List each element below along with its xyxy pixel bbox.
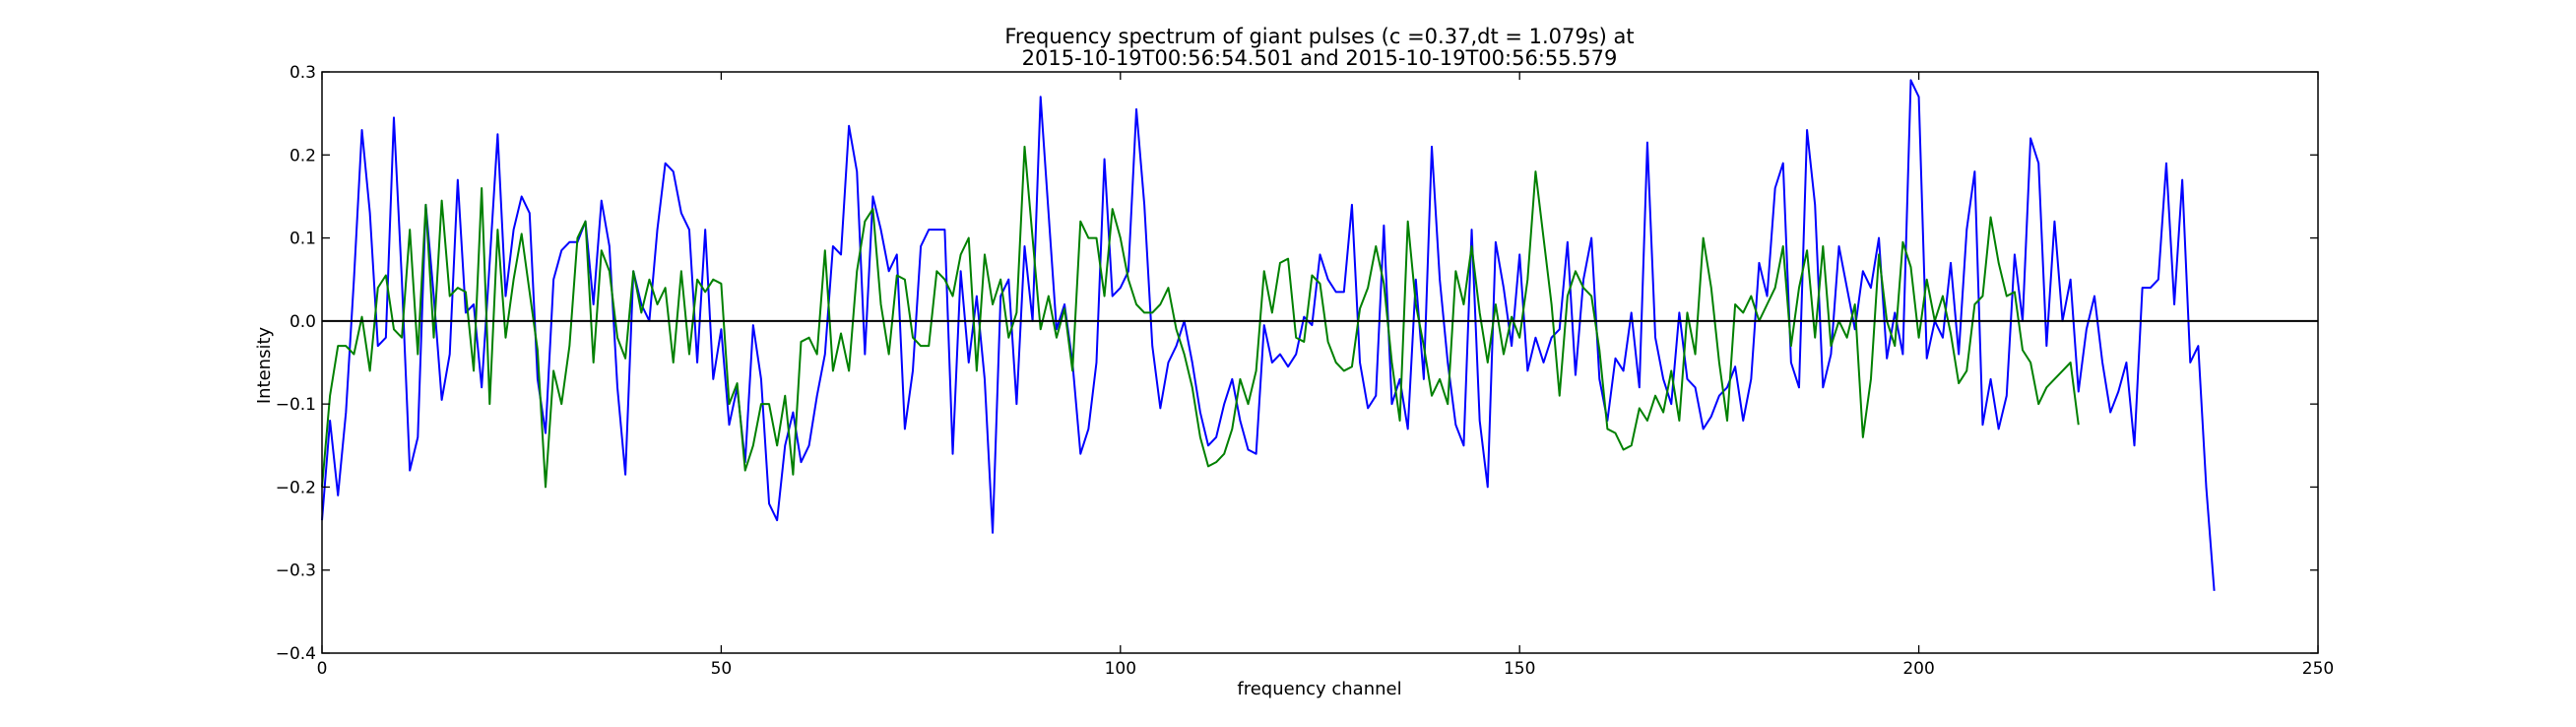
x-tick-label: 150 [1504,659,1535,679]
x-axis-label: frequency channel [1237,679,1401,699]
x-tick-label: 0 [317,659,328,679]
y-tick-label: −0.1 [276,395,316,415]
x-tick-label: 250 [2302,659,2334,679]
y-axis-label: Intensity [254,326,275,404]
x-tick-label: 100 [1105,659,1136,679]
tick-layer: 0 50 100 150 200 250 −0.4 −0.3 −0.2 −0.1 0.0 0.1 0.2… [276,63,2335,679]
y-tick-label: 0.2 [290,146,316,165]
plot-frame [321,71,2319,654]
chart-title-line-1: Frequency spectrum of giant pulses (c =0… [1004,25,1634,48]
series-line-2 [321,145,2080,489]
series-line-1 [321,79,2216,591]
x-tick-label: 200 [1902,659,1934,679]
y-tick-label: −0.2 [276,478,316,497]
y-tick-label: −0.3 [276,562,316,581]
y-tick-label: 0.3 [290,63,316,83]
y-tick-label: 0.1 [290,230,316,249]
x-tick-label: 50 [711,659,733,679]
series-layer [321,79,2216,591]
chart-title-line-2: 2015-10-19T00:56:54.501 and 2015-10-19T0… [1022,46,1618,70]
y-tick-label: 0.0 [290,312,316,332]
y-tick-label: −0.4 [276,644,316,664]
